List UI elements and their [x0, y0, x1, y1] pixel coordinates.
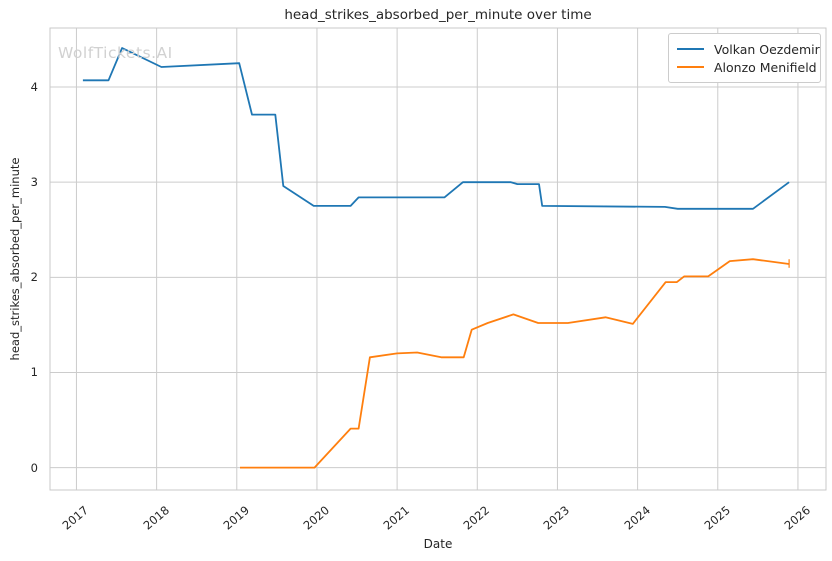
y-tick-label: 3: [30, 175, 38, 190]
legend-item-alonzo-menifield: Alonzo Menifield: [677, 59, 817, 75]
y-tick-label: 2: [30, 270, 38, 285]
series-line-volkan-oezdemir: [82, 47, 790, 210]
legend-line-swatch-orange: [677, 66, 704, 68]
y-tick-label: 0: [30, 460, 38, 475]
legend-label: Volkan Oezdemir: [714, 41, 820, 57]
series-line-alonzo-menifield: [240, 258, 790, 469]
y-tick-label: 4: [30, 79, 38, 94]
legend-item-volkan-oezdemir: Volkan Oezdemir: [677, 41, 820, 57]
x-axis-label: Date: [423, 537, 453, 551]
legend-line-swatch-blue: [677, 48, 704, 50]
legend-label: Alonzo Menifield: [714, 59, 817, 75]
legend: Volkan Oezdemir Alonzo Menifield: [668, 33, 821, 83]
chart-title: head_strikes_absorbed_per_minute over ti…: [284, 7, 592, 23]
plot-spines: [49, 27, 827, 491]
y-tick-label: 1: [30, 365, 38, 380]
